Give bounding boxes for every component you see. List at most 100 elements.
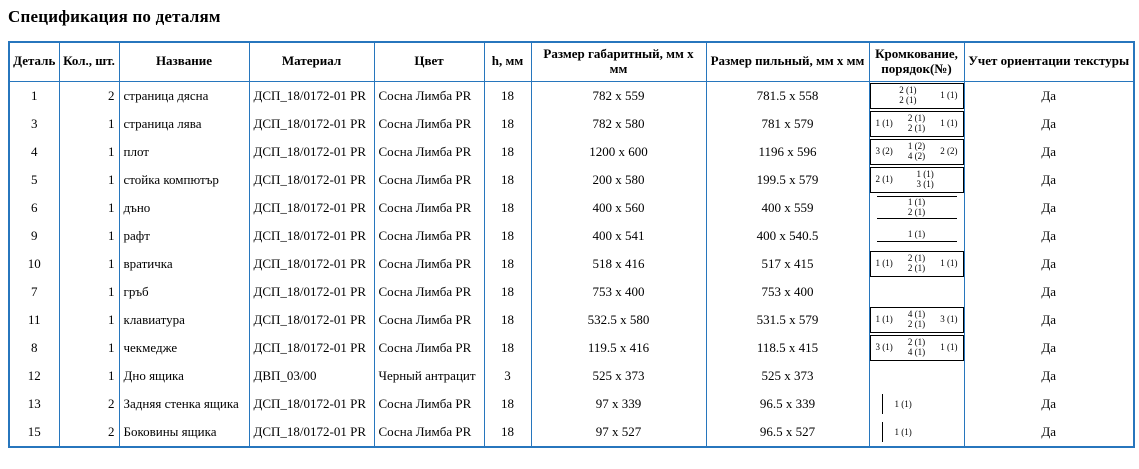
cell-texture: Да: [963, 417, 1135, 447]
cell-size-overall: 119.5 x 416: [530, 333, 707, 362]
cell-edging: 3 (2) 1 (2) 4 (2) 2 (2): [868, 137, 965, 166]
spec-report-page: Спецификация по деталям Деталь Кол., шт.…: [8, 7, 1135, 448]
cell-material: ДВП_03/00: [248, 361, 375, 390]
cell-size-overall: 400 x 560: [530, 193, 707, 222]
edging-diagram: 2 (1) 2 (1) 1 (1): [870, 82, 963, 109]
cell-name: страница дясна: [118, 80, 250, 110]
edging-diagram: 1 (1): [874, 229, 960, 243]
edging-label: 3 (1): [875, 342, 893, 353]
cell-edging: [868, 277, 965, 306]
cell-size-saw: 525 x 373: [705, 361, 870, 390]
table-row: 15 2 Боковины ящика ДСП_18/0172-01 PR Сосна …: [8, 417, 1135, 447]
spec-table: Деталь Кол., шт. Название Материал Цвет …: [8, 41, 1135, 448]
edging-diagram: 1 (1): [874, 393, 960, 414]
cell-texture: Да: [963, 80, 1135, 110]
edging-label: 2 (1): [907, 337, 926, 348]
cell-material: ДСП_18/0172-01 PR: [248, 249, 375, 278]
cell-qty: 1: [58, 249, 120, 278]
column-header-material: Материал: [248, 41, 375, 82]
edging-label: 2 (2): [940, 146, 958, 157]
edging-diagram: 3 (2) 1 (2) 4 (2) 2 (2): [870, 138, 963, 165]
cell-qty: 1: [58, 221, 120, 250]
table-row: 10 1 вратичка ДСП_18/0172-01 PR Сосна Лимба …: [8, 249, 1135, 278]
edging-label: 1 (1): [875, 314, 893, 325]
column-header-size-overall: Размер габаритный, мм х мм: [530, 41, 707, 82]
edging-label: 2 (1): [907, 253, 926, 264]
cell-color: Сосна Лимба PR: [373, 221, 485, 250]
cell-edging: 2 (1) 2 (1) 1 (1): [868, 80, 965, 110]
edging-diagram: 1 (1) 2 (1) 2 (1) 1 (1): [870, 250, 963, 277]
cell-size-saw: 199.5 x 579: [705, 165, 870, 194]
cell-material: ДСП_18/0172-01 PR: [248, 417, 375, 447]
cell-edging: 1 (1): [868, 221, 965, 250]
table-row: 6 1 дъно ДСП_18/0172-01 PR Сосна Лимба PR 18 4…: [8, 193, 1135, 222]
cell-qty: 1: [58, 193, 120, 222]
cell-name: стойка компютър: [118, 165, 250, 194]
cell-detail: 15: [8, 417, 60, 447]
cell-h: 18: [483, 305, 532, 334]
cell-detail: 3: [8, 109, 60, 138]
table-row: 3 1 страница лява ДСП_18/0172-01 PR Сосна Ли…: [8, 109, 1135, 138]
edging-label: 1 (1): [940, 342, 958, 353]
cell-name: плот: [118, 137, 250, 166]
edging-label: 2 (1): [875, 174, 893, 185]
cell-material: ДСП_18/0172-01 PR: [248, 277, 375, 306]
table-row: 8 1 чекмедже ДСП_18/0172-01 PR Сосна Лимба P…: [8, 333, 1135, 362]
edging-label: 2 (1): [899, 94, 917, 105]
cell-h: 3: [483, 361, 532, 390]
cell-name: дъно: [118, 193, 250, 222]
cell-size-saw: 400 x 540.5: [705, 221, 870, 250]
cell-texture: Да: [963, 109, 1135, 138]
cell-size-overall: 200 x 580: [530, 165, 707, 194]
edging-label: 4 (2): [907, 150, 926, 161]
cell-size-saw: 531.5 x 579: [705, 305, 870, 334]
cell-size-saw: 118.5 x 415: [705, 333, 870, 362]
edging-label: 1 (1): [940, 118, 958, 129]
cell-edging: 3 (1) 2 (1) 4 (1) 1 (1): [868, 333, 965, 362]
cell-size-overall: 400 x 541: [530, 221, 707, 250]
cell-material: ДСП_18/0172-01 PR: [248, 109, 375, 138]
cell-texture: Да: [963, 193, 1135, 222]
edging-label: 2 (1): [907, 262, 926, 273]
cell-qty: 1: [58, 165, 120, 194]
cell-edging: 2 (1) 1 (1) 3 (1): [868, 165, 965, 194]
column-header-name: Название: [118, 41, 250, 82]
table-row: 11 1 клавиатура ДСП_18/0172-01 PR Сосна Лимб…: [8, 305, 1135, 334]
cell-size-overall: 753 x 400: [530, 277, 707, 306]
edging-diagram: 1 (1): [874, 421, 960, 442]
cell-material: ДСП_18/0172-01 PR: [248, 193, 375, 222]
cell-material: ДСП_18/0172-01 PR: [248, 333, 375, 362]
cell-color: Сосна Лимба PR: [373, 137, 485, 166]
edging-label: 3 (2): [875, 146, 893, 157]
column-header-color: Цвет: [373, 41, 485, 82]
cell-texture: Да: [963, 305, 1135, 334]
column-header-h: h, мм: [483, 41, 532, 82]
cell-size-saw: 96.5 x 339: [705, 389, 870, 418]
table-row: 5 1 стойка компютър ДСП_18/0172-01 PR Сосна …: [8, 165, 1135, 194]
cell-material: ДСП_18/0172-01 PR: [248, 305, 375, 334]
cell-color: Сосна Лимба PR: [373, 109, 485, 138]
cell-name: страница лява: [118, 109, 250, 138]
cell-qty: 1: [58, 361, 120, 390]
edging-label: 1 (2): [907, 141, 926, 152]
edging-label: 1 (1): [940, 258, 958, 269]
cell-detail: 12: [8, 361, 60, 390]
cell-color: Сосна Лимба PR: [373, 277, 485, 306]
cell-size-overall: 97 x 527: [530, 417, 707, 447]
edging-diagram: 1 (1) 2 (1): [874, 196, 960, 220]
cell-color: Сосна Лимба PR: [373, 389, 485, 418]
cell-color: Черный антрацит: [373, 361, 485, 390]
cell-color: Сосна Лимба PR: [373, 417, 485, 447]
cell-edging: 1 (1) 2 (1) 2 (1) 1 (1): [868, 249, 965, 278]
cell-color: Сосна Лимба PR: [373, 80, 485, 110]
cell-h: 18: [483, 277, 532, 306]
cell-qty: 2: [58, 80, 120, 110]
cell-color: Сосна Лимба PR: [373, 305, 485, 334]
cell-h: 18: [483, 165, 532, 194]
cell-h: 18: [483, 109, 532, 138]
cell-material: ДСП_18/0172-01 PR: [248, 389, 375, 418]
edging-label: 2 (1): [899, 85, 917, 96]
header-row: Деталь Кол., шт. Название Материал Цвет …: [8, 41, 1135, 82]
cell-qty: 1: [58, 137, 120, 166]
cell-edging: 1 (1): [868, 389, 965, 418]
